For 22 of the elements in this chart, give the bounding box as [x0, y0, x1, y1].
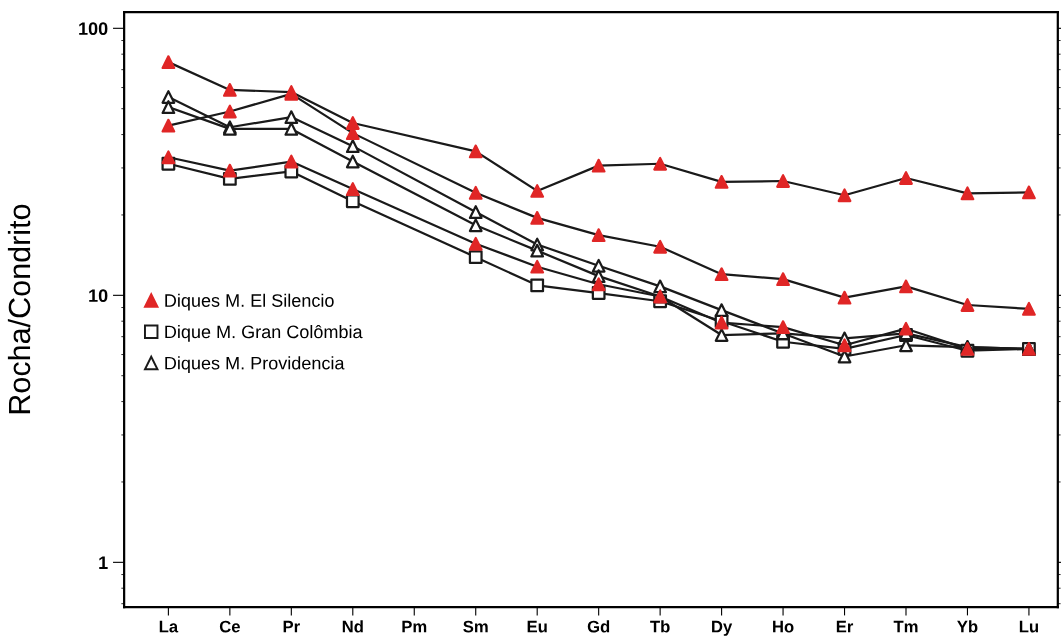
x-tick-label: Yb	[957, 620, 978, 633]
x-tick-label: Pr	[283, 620, 300, 633]
x-tick-label: Pm	[402, 620, 427, 633]
x-tick-label: Ho	[773, 620, 794, 633]
x-tick-label: Er	[836, 620, 854, 633]
legend-label: Diques M. El Silencio	[165, 293, 334, 311]
legend-label: Diques M. Providencia	[165, 356, 345, 374]
y-tick-label: 1	[99, 556, 108, 569]
y-tick-label: 100	[79, 22, 108, 36]
x-tick-label: Eu	[527, 620, 547, 633]
x-tick-label: Tm	[893, 620, 918, 633]
x-tick-label: Lu	[1019, 620, 1039, 633]
legend-label: Dique M. Gran Colômbia	[165, 324, 363, 342]
x-tick-label: Ce	[219, 620, 240, 633]
x-tick-label: Nd	[342, 620, 363, 633]
y-tick-label: 10	[89, 289, 108, 303]
x-tick-label: Gd	[587, 620, 610, 633]
x-tick-label: Dy	[712, 620, 733, 636]
x-tick-label: Tb	[650, 620, 670, 633]
x-tick-label: Sm	[463, 620, 488, 633]
y-axis-title: Rocha/Condrito	[7, 204, 31, 414]
x-tick-label: La	[159, 620, 179, 633]
